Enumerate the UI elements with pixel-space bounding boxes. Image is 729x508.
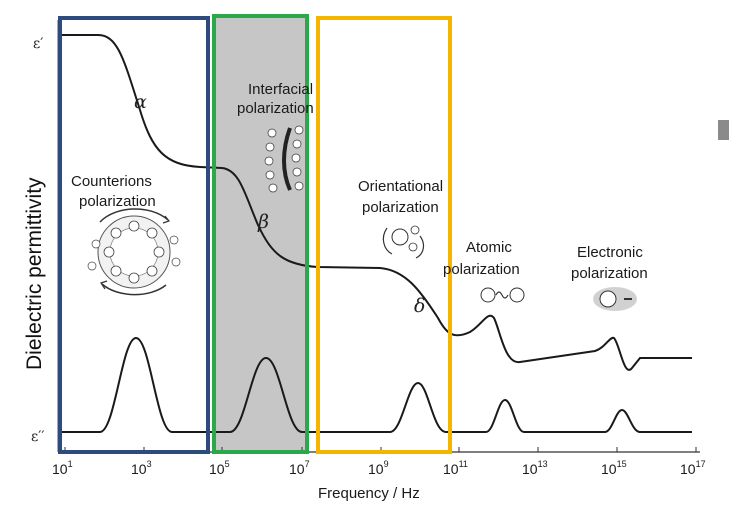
delta-label: δ [414,295,425,317]
counterions-label-line1: Counterions [71,173,152,190]
orientational-dipole-icon [382,225,425,259]
real-permittivity-curve [62,34,692,371]
electronic-polarization-icon [593,287,637,311]
beta-label: β [257,211,269,233]
x-tick-labels: 101 103 105 107 109 1011 1013 1015 1017 [52,459,706,477]
edge-marker-square [718,120,729,140]
orientational-region-box [316,16,452,454]
interfacial-label-line1: Interfacial [248,81,313,98]
y-axis-label: Dielectric permittivity [23,177,46,370]
eps-imag-label: ε′′ [31,429,45,445]
imaginary-permittivity-curve [62,336,692,433]
interfacial-charges-icon [264,125,304,193]
x-tick-label: 105 [209,459,230,477]
atomic-label-line1: Atomic [466,239,512,256]
electronic-label-line1: Electronic [577,244,643,261]
interfacial-shaded-region [213,16,308,452]
interfacial-region-box [212,14,309,454]
x-tick-label: 107 [289,459,310,477]
electronic-label-line2: polarization [571,265,648,282]
x-tick-label: 109 [368,459,389,477]
x-tick-label: 103 [131,459,152,477]
x-tick-label: 1011 [443,459,468,477]
x-tick-label: 101 [52,459,73,477]
x-axis-label: Frequency / Hz [318,485,420,502]
alpha-label: α [134,91,147,113]
atomic-polarization-icon [480,287,525,303]
orientational-label-line2: polarization [362,199,439,216]
orientational-label-line1: Orientational [358,178,443,195]
x-tick-label: 1013 [522,459,548,477]
eps-real-label: ε′ [33,36,43,52]
counterion-cloud-icon [87,208,181,296]
interfacial-label-line2: polarization [237,100,314,117]
x-tick-label: 1017 [680,459,706,477]
counterions-label-line2: polarization [79,193,156,210]
atomic-label-line2: polarization [443,261,520,278]
x-tick-label: 1015 [601,459,627,477]
counterions-region-box [58,16,210,454]
